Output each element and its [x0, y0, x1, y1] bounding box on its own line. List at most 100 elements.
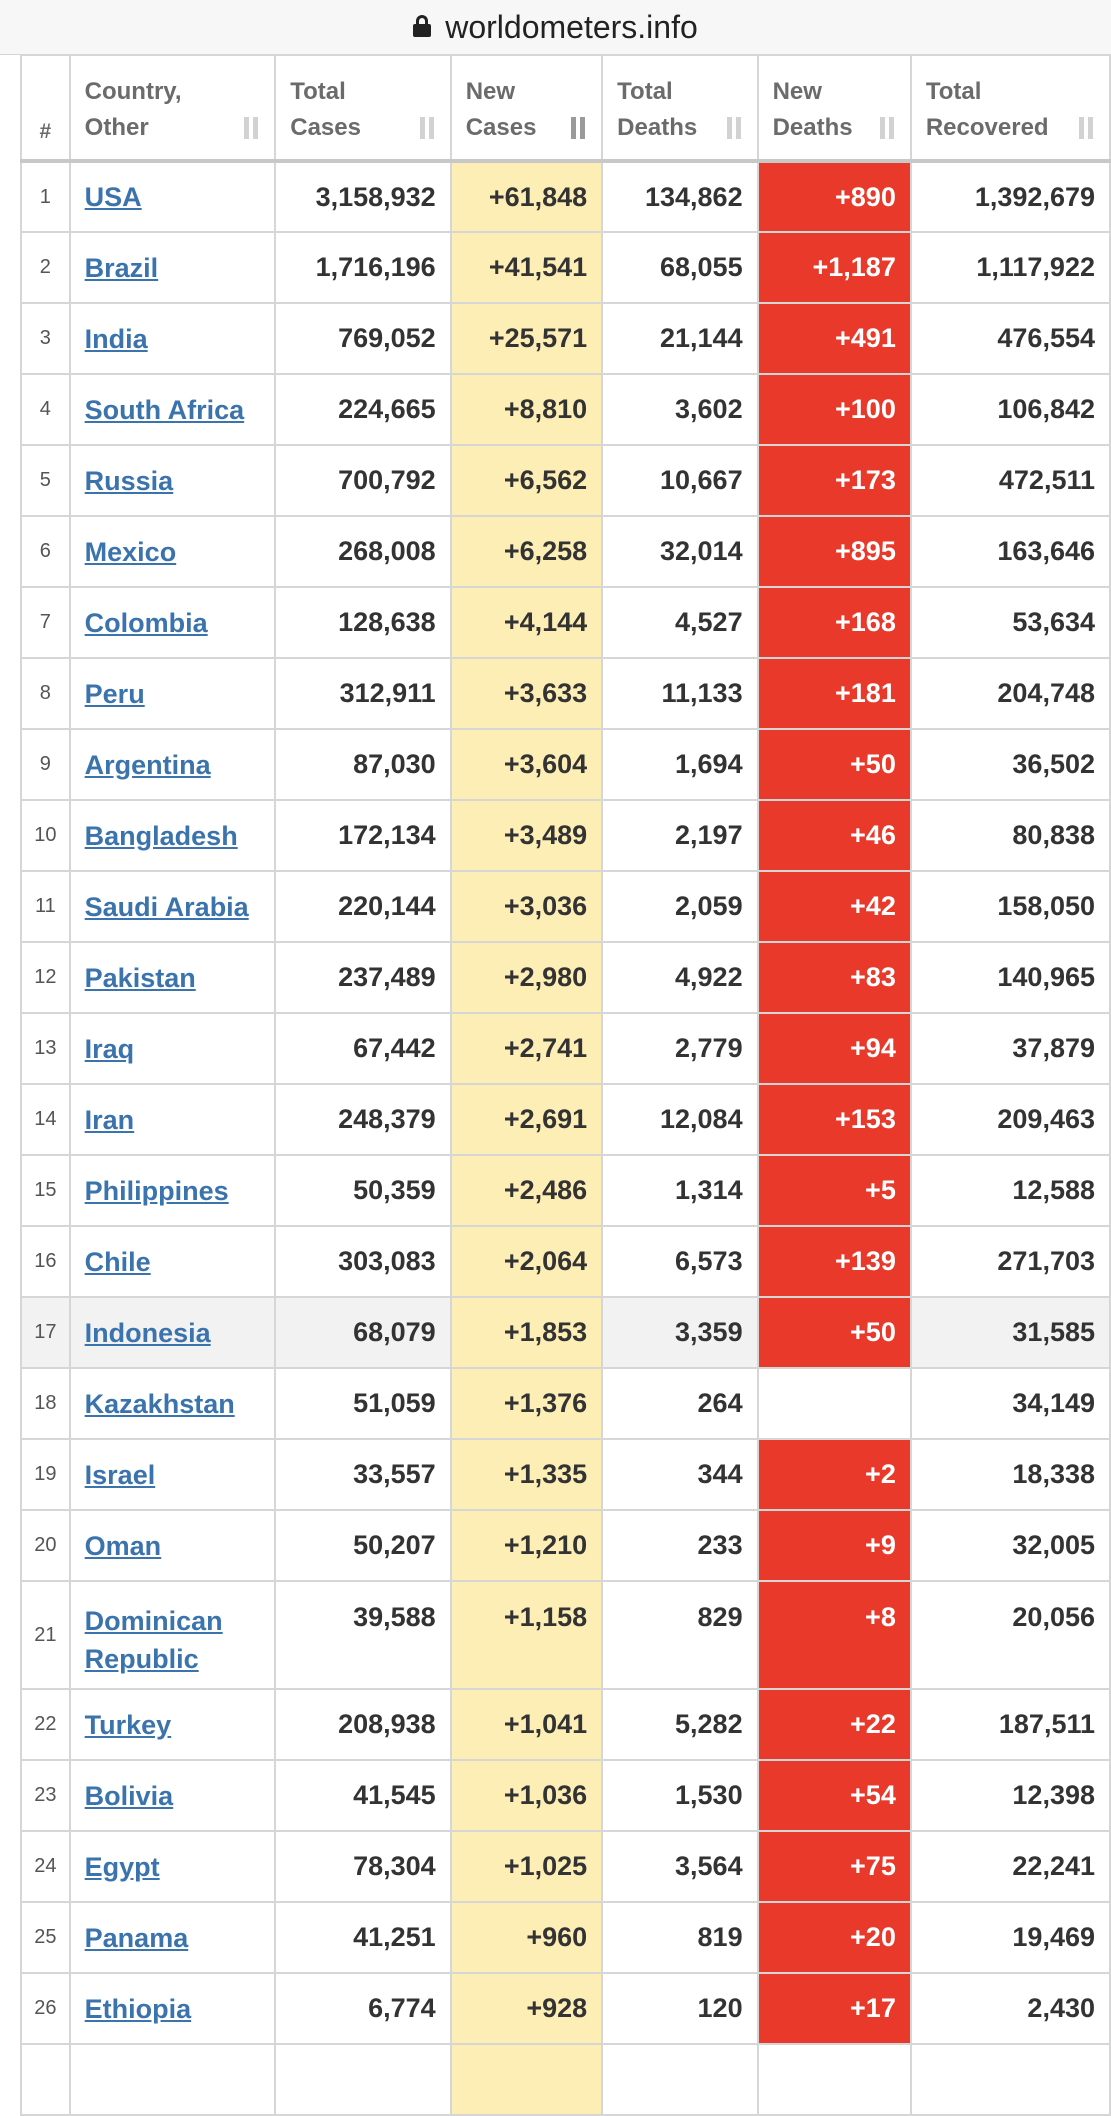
- total-cases-cell: 303,083: [274, 1225, 452, 1298]
- table-row: 23 Bolivia 41,545 +1,036 1,530 +54 12,398: [20, 1759, 1111, 1832]
- country-link[interactable]: Iraq: [84, 1033, 135, 1064]
- sort-icon[interactable]: [418, 113, 438, 139]
- new-deaths-cell: +173: [756, 444, 912, 517]
- country-link[interactable]: Philippines: [84, 1175, 229, 1206]
- total-deaths-cell: 233: [601, 1509, 759, 1582]
- total-deaths-cell: 21,144: [601, 302, 759, 375]
- header-country[interactable]: Country, Other: [68, 54, 277, 162]
- total-recovered-cell: 1,392,679: [909, 160, 1111, 233]
- country-link[interactable]: Brazil: [84, 252, 159, 283]
- country-cell: Egypt: [68, 1830, 277, 1903]
- rank-cell: 16: [20, 1225, 71, 1298]
- new-cases-cell: +1,025: [449, 1830, 604, 1903]
- new-deaths-cell: +8: [756, 1580, 912, 1690]
- total-cases-cell: 248,379: [274, 1083, 452, 1156]
- sort-icon[interactable]: [1077, 113, 1097, 139]
- total-deaths-cell: 2,779: [601, 1012, 759, 1085]
- header-total-cases[interactable]: Total Cases: [274, 54, 452, 162]
- country-cell: [68, 2043, 277, 2116]
- sort-icon[interactable]: [242, 113, 262, 139]
- table-row: 14 Iran 248,379 +2,691 12,084 +153 209,463: [20, 1083, 1111, 1156]
- rank-cell: 11: [20, 870, 71, 943]
- total-deaths-cell: 120: [601, 1972, 759, 2045]
- new-deaths-cell: +20: [756, 1901, 912, 1974]
- total-cases-cell: 6,774: [274, 1972, 452, 2045]
- country-link[interactable]: Oman: [84, 1530, 162, 1561]
- new-deaths-cell: [756, 1367, 912, 1440]
- total-cases-cell: 1,716,196: [274, 231, 452, 304]
- country-link[interactable]: Panama: [84, 1922, 189, 1953]
- total-deaths-cell: 5,282: [601, 1688, 759, 1761]
- header-total-recovered-line2: Recovered: [925, 114, 1049, 141]
- total-recovered-cell: 140,965: [909, 941, 1111, 1014]
- rank-cell: 13: [20, 1012, 71, 1085]
- country-cell: Bangladesh: [68, 799, 277, 872]
- country-link[interactable]: Saudi Arabia: [84, 891, 249, 922]
- country-cell: Argentina: [68, 728, 277, 801]
- total-cases-cell: 268,008: [274, 515, 452, 588]
- total-cases-cell: 51,059: [274, 1367, 452, 1440]
- country-link[interactable]: Chile: [84, 1246, 151, 1277]
- header-new-deaths[interactable]: New Deaths: [756, 54, 912, 162]
- total-deaths-cell: 2,059: [601, 870, 759, 943]
- rank-cell: 22: [20, 1688, 71, 1761]
- country-link[interactable]: Bolivia: [84, 1780, 174, 1811]
- country-cell: Brazil: [68, 231, 277, 304]
- new-deaths-cell: [756, 2043, 912, 2116]
- table-row: 7 Colombia 128,638 +4,144 4,527 +168 53,634: [20, 586, 1111, 659]
- country-link[interactable]: Kazakhstan: [84, 1388, 235, 1419]
- table-row: 5 Russia 700,792 +6,562 10,667 +173 472,511: [20, 444, 1111, 517]
- total-cases-cell: 67,442: [274, 1012, 452, 1085]
- country-link[interactable]: Bangladesh: [84, 820, 238, 851]
- rank-cell: 9: [20, 728, 71, 801]
- new-deaths-cell: +491: [756, 302, 912, 375]
- new-cases-cell: +1,041: [449, 1688, 604, 1761]
- table-body: 1 USA 3,158,932 +61,848 134,862 +890 1,392,679…: [20, 160, 1111, 2116]
- sort-descending-icon[interactable]: [569, 113, 589, 139]
- header-new-cases-line1: New: [465, 78, 516, 105]
- country-link[interactable]: Israel: [84, 1459, 156, 1490]
- header-new-cases-line2: Cases: [465, 114, 537, 141]
- address-bar[interactable]: worldometers.info: [0, 0, 1111, 55]
- country-link[interactable]: Russia: [84, 465, 174, 496]
- country-link[interactable]: Indonesia: [84, 1317, 211, 1348]
- url-text: worldometers.info: [445, 8, 698, 45]
- country-link[interactable]: Ethiopia: [84, 1993, 192, 2024]
- table-row: 15 Philippines 50,359 +2,486 1,314 +5 12,588: [20, 1154, 1111, 1227]
- total-recovered-cell: 163,646: [909, 515, 1111, 588]
- table-header-row: # Country, Other Total Cases New Cases Tota…: [20, 54, 1111, 162]
- country-link[interactable]: South Africa: [84, 394, 245, 425]
- total-recovered-cell: 53,634: [909, 586, 1111, 659]
- country-link[interactable]: Pakistan: [84, 962, 196, 993]
- total-cases-cell: [274, 2043, 452, 2116]
- header-new-cases[interactable]: New Cases: [449, 54, 604, 162]
- new-cases-cell: +1,376: [449, 1367, 604, 1440]
- new-cases-cell: +25,571: [449, 302, 604, 375]
- sort-icon[interactable]: [878, 113, 898, 139]
- header-total-recovered-line1: Total: [925, 78, 982, 105]
- country-link[interactable]: Peru: [84, 678, 145, 709]
- new-deaths-cell: +54: [756, 1759, 912, 1832]
- new-deaths-cell: +42: [756, 870, 912, 943]
- table-row: 21 Dominican Republic 39,588 +1,158 829 +8 20,…: [20, 1580, 1111, 1690]
- header-total-deaths[interactable]: Total Deaths: [601, 54, 759, 162]
- country-link[interactable]: India: [84, 323, 148, 354]
- country-link[interactable]: Argentina: [84, 749, 211, 780]
- country-link[interactable]: USA: [84, 182, 142, 212]
- country-cell: Peru: [68, 657, 277, 730]
- sort-icon[interactable]: [725, 113, 745, 139]
- country-link[interactable]: Dominican Republic: [84, 1606, 223, 1674]
- country-link[interactable]: Colombia: [84, 607, 208, 638]
- country-link[interactable]: Turkey: [84, 1709, 172, 1740]
- new-cases-cell: +3,489: [449, 799, 604, 872]
- country-link[interactable]: Iran: [84, 1104, 135, 1135]
- rank-cell: [20, 2043, 71, 2116]
- header-total-recovered[interactable]: Total Recovered: [909, 54, 1111, 162]
- country-link[interactable]: Mexico: [84, 536, 177, 567]
- country-link[interactable]: Egypt: [84, 1851, 160, 1882]
- header-rank[interactable]: #: [20, 54, 71, 162]
- total-recovered-cell: 158,050: [909, 870, 1111, 943]
- table-row: 24 Egypt 78,304 +1,025 3,564 +75 22,241: [20, 1830, 1111, 1903]
- new-deaths-cell: +50: [756, 1296, 912, 1369]
- total-recovered-cell: 36,502: [909, 728, 1111, 801]
